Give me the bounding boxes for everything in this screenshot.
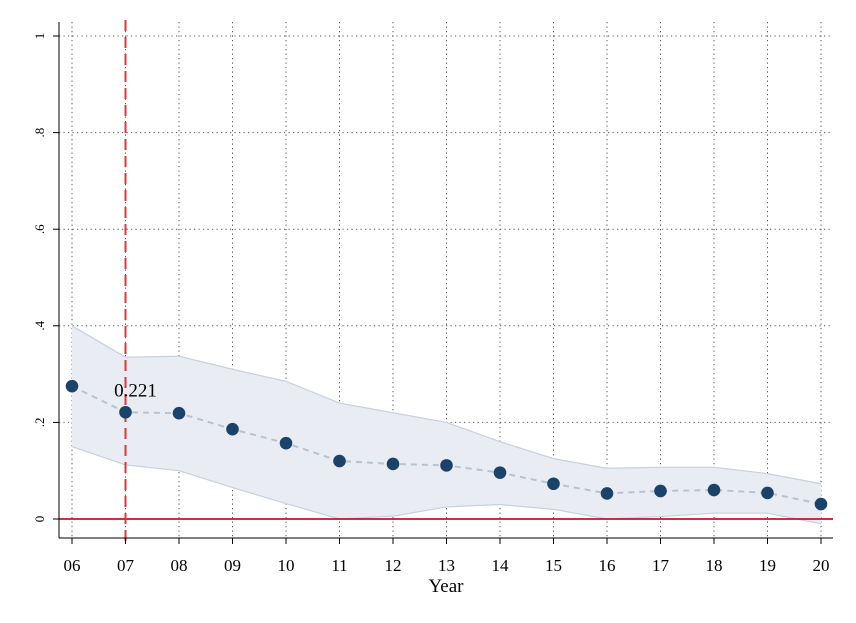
data-point-19	[761, 486, 774, 500]
data-point-09	[226, 422, 239, 436]
data-point-17	[654, 484, 667, 498]
x-tick-label-07: 07	[117, 556, 135, 575]
y-tick-label-1: .2	[32, 418, 47, 428]
data-point-18	[707, 483, 721, 497]
y-tick-label-4: .8	[32, 128, 47, 138]
y-tick-label-5: 1	[32, 33, 47, 40]
data-point-15	[547, 477, 560, 491]
data-point-16	[600, 487, 614, 500]
x-tick-label-12: 12	[385, 556, 402, 575]
x-tick-label-18: 18	[706, 556, 723, 575]
annotation-label: 0.221	[114, 380, 157, 401]
x-tick-label-09: 09	[224, 556, 241, 575]
x-tick-label-08: 08	[171, 556, 188, 575]
data-point-07	[119, 405, 132, 419]
data-point-06	[65, 379, 79, 393]
ci-upper-edge	[71, 325, 822, 485]
x-tick-label-20: 20	[813, 556, 830, 575]
reference-lines	[59, 20, 833, 544]
confidence-band	[71, 325, 822, 525]
x-tick-label-17: 17	[652, 556, 670, 575]
y-tick-label-2: .4	[32, 320, 47, 330]
x-tick-label-19: 19	[759, 556, 776, 575]
x-tick-label-10: 10	[278, 556, 295, 575]
y-tick-label-0: 0	[32, 516, 47, 523]
data-point-12	[386, 457, 400, 471]
x-tick-label-11: 11	[331, 556, 347, 575]
x-tick-label-16: 16	[599, 556, 616, 575]
x-ticks: 06 07 08 09 10 11 12 13 14 15 16 17 18 19 20	[64, 538, 830, 575]
x-tick-label-14: 14	[492, 556, 510, 575]
data-point-11	[333, 454, 346, 468]
x-tick-label-15: 15	[545, 556, 562, 575]
y-tick-label-3: .6	[32, 224, 47, 234]
series	[65, 379, 828, 511]
x-tick-label-13: 13	[438, 556, 455, 575]
data-point-08	[172, 406, 186, 420]
y-ticks: 0 .2 .4 .6 .8 1	[32, 33, 59, 523]
x-tick-label-06: 06	[64, 556, 81, 575]
data-point-20	[814, 497, 828, 511]
x-axis-title: Year	[428, 576, 464, 597]
data-point-14	[493, 466, 507, 479]
data-point-10	[279, 436, 293, 450]
ci-lower-edge	[71, 445, 822, 525]
data-point-13	[440, 459, 453, 472]
